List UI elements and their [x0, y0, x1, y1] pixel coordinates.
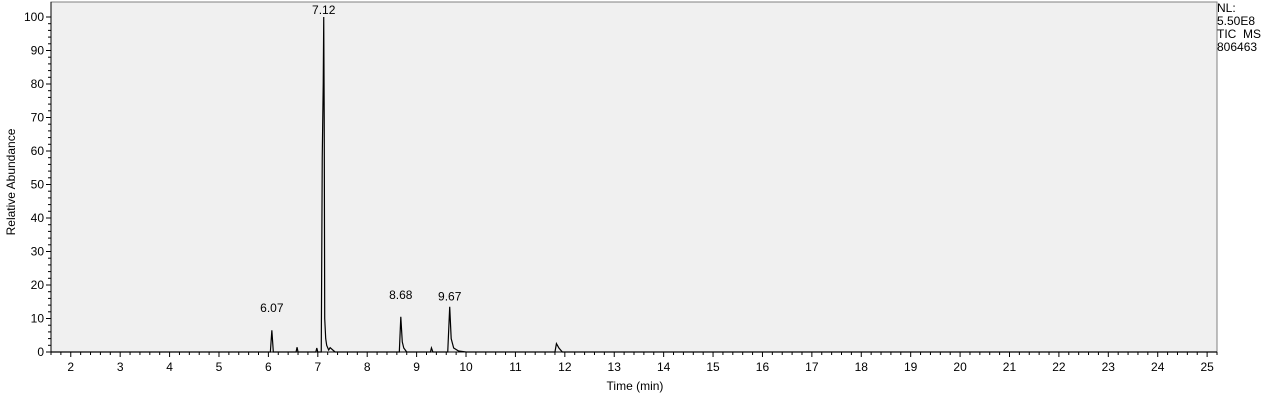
x-tick-label: 11	[509, 360, 522, 374]
x-tick-label: 13	[608, 360, 622, 374]
x-axis-ticks: 2 3 4 5 6 7 8 9 10 11 12 13 14 15 16 17 18 19 20 21 22 23 24 25	[50, 352, 1218, 374]
y-tick-label: 30	[31, 245, 45, 259]
y-tick-label: 50	[31, 178, 45, 192]
peak-label: 8.68	[389, 288, 413, 302]
x-tick-label: 20	[953, 360, 967, 374]
x-tick-label: 19	[904, 360, 918, 374]
x-tick-label: 8	[364, 360, 371, 374]
x-tick-label: 2	[67, 360, 74, 374]
plot-area	[50, 1, 1218, 353]
y-axis-ticks: 0 10 20 30 40 50 60 70 80 90 100	[24, 10, 51, 359]
y-tick-label: 60	[31, 144, 45, 158]
x-tick-label: 5	[216, 360, 223, 374]
normalization-info: NL: 5.50E8 TIC MS 806463	[1217, 2, 1261, 54]
nl-label: NL:	[1217, 1, 1236, 15]
nl-value: 5.50E8	[1217, 14, 1256, 28]
x-tick-label: 23	[1102, 360, 1116, 374]
y-axis-title: Relative Abundance	[4, 128, 18, 235]
x-tick-label: 17	[805, 360, 819, 374]
peak-label: 9.67	[438, 289, 462, 303]
x-tick-label: 15	[706, 360, 720, 374]
x-tick-label: 3	[117, 360, 124, 374]
x-tick-label: 14	[657, 360, 671, 374]
x-tick-label: 21	[1003, 360, 1017, 374]
y-tick-label: 100	[24, 10, 44, 24]
x-tick-label: 9	[413, 360, 420, 374]
x-tick-label: 7	[314, 360, 321, 374]
x-tick-label: 18	[855, 360, 869, 374]
y-tick-label: 20	[31, 278, 45, 292]
y-tick-label: 70	[31, 111, 45, 125]
peak-label: 7.12	[312, 3, 336, 17]
x-tick-label: 4	[166, 360, 173, 374]
file-id: 806463	[1217, 40, 1258, 54]
x-tick-label: 25	[1200, 360, 1214, 374]
scan-filter: TIC MS	[1217, 27, 1261, 41]
x-tick-label: 24	[1151, 360, 1165, 374]
y-tick-label: 80	[31, 77, 45, 91]
x-tick-label: 10	[459, 360, 473, 374]
peak-label: 6.07	[260, 301, 284, 315]
y-tick-label: 40	[31, 211, 45, 225]
y-tick-label: 0	[37, 345, 44, 359]
y-tick-label: 90	[31, 44, 45, 58]
peak-labels: 6.07 7.12 8.68 9.67	[260, 3, 462, 315]
x-tick-label: 22	[1052, 360, 1066, 374]
x-tick-label: 12	[558, 360, 572, 374]
x-tick-label: 6	[265, 360, 272, 374]
x-axis-title: Time (min)	[607, 379, 664, 393]
y-tick-label: 10	[31, 312, 45, 326]
x-tick-label: 16	[756, 360, 770, 374]
